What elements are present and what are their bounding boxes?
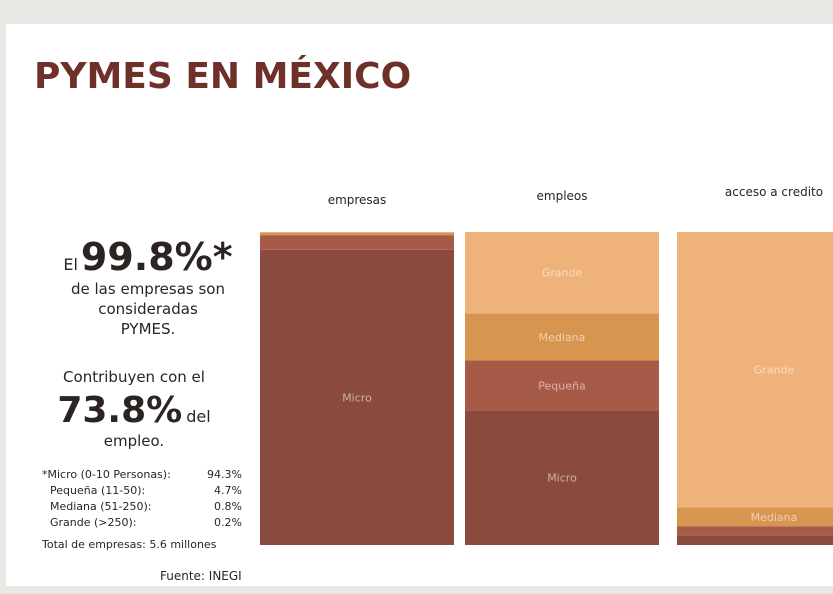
headline-line: PYMES.	[121, 320, 176, 338]
bar-segment	[260, 232, 454, 236]
segment-label: Micro	[547, 472, 577, 485]
breakdown-label: *Micro (0-10 Personas):	[42, 468, 171, 481]
bar-segment	[677, 526, 833, 536]
headline-suffix: del	[186, 407, 210, 426]
category-label: empleos	[537, 189, 588, 203]
breakdown-value: 94.3%	[207, 468, 242, 481]
bar-segment	[260, 249, 454, 545]
segment-label: Grande	[754, 364, 795, 377]
breakdown-value: 4.7%	[214, 484, 242, 497]
segment-label: Grande	[542, 267, 583, 280]
segment-label: Micro	[342, 391, 372, 404]
headline-line: empleo.	[104, 432, 164, 450]
bar-segment	[465, 360, 659, 411]
bar-segment	[677, 535, 833, 545]
headline-value: 73.8%	[57, 390, 182, 431]
bar-segment	[677, 232, 833, 508]
breakdown-label: Mediana (51-250):	[50, 500, 152, 513]
bar-segment	[465, 313, 659, 361]
segment-label: Mediana	[751, 511, 798, 524]
category-label: empresas	[328, 193, 387, 207]
breakdown-label: Pequeña (11-50):	[50, 484, 145, 497]
breakdown-value: 0.2%	[214, 516, 242, 529]
bar-segment	[465, 232, 659, 314]
headline-line: Contribuyen con el	[63, 368, 205, 386]
headline-line: de las empresas son	[71, 280, 225, 298]
segment-label: Mediana	[539, 331, 586, 344]
headline-prefix: El	[63, 255, 78, 274]
headline-value: 99.8%*	[81, 235, 233, 279]
bar-segment	[677, 507, 833, 527]
headline-1: El99.8%*	[63, 235, 232, 279]
bar-segment	[260, 232, 454, 233]
headline-2: 73.8% del	[57, 390, 210, 431]
chart: empresas Micro empleos Micro Pequeña Mediana G…	[260, 185, 833, 545]
category-label: acceso a credito	[725, 185, 823, 199]
segment-label: Pequeña	[538, 379, 585, 392]
bar-segment	[465, 410, 659, 545]
breakdown-label: Grande (>250):	[50, 516, 137, 529]
total: Total de empresas: 5.6 millones	[41, 538, 217, 551]
slide-title: PYMES EN MÉXICO	[34, 55, 411, 97]
headline-line: consideradas	[98, 300, 198, 318]
source: Fuente: INEGI	[160, 569, 242, 583]
breakdown-value: 0.8%	[214, 500, 242, 513]
bar-segment	[260, 235, 454, 250]
